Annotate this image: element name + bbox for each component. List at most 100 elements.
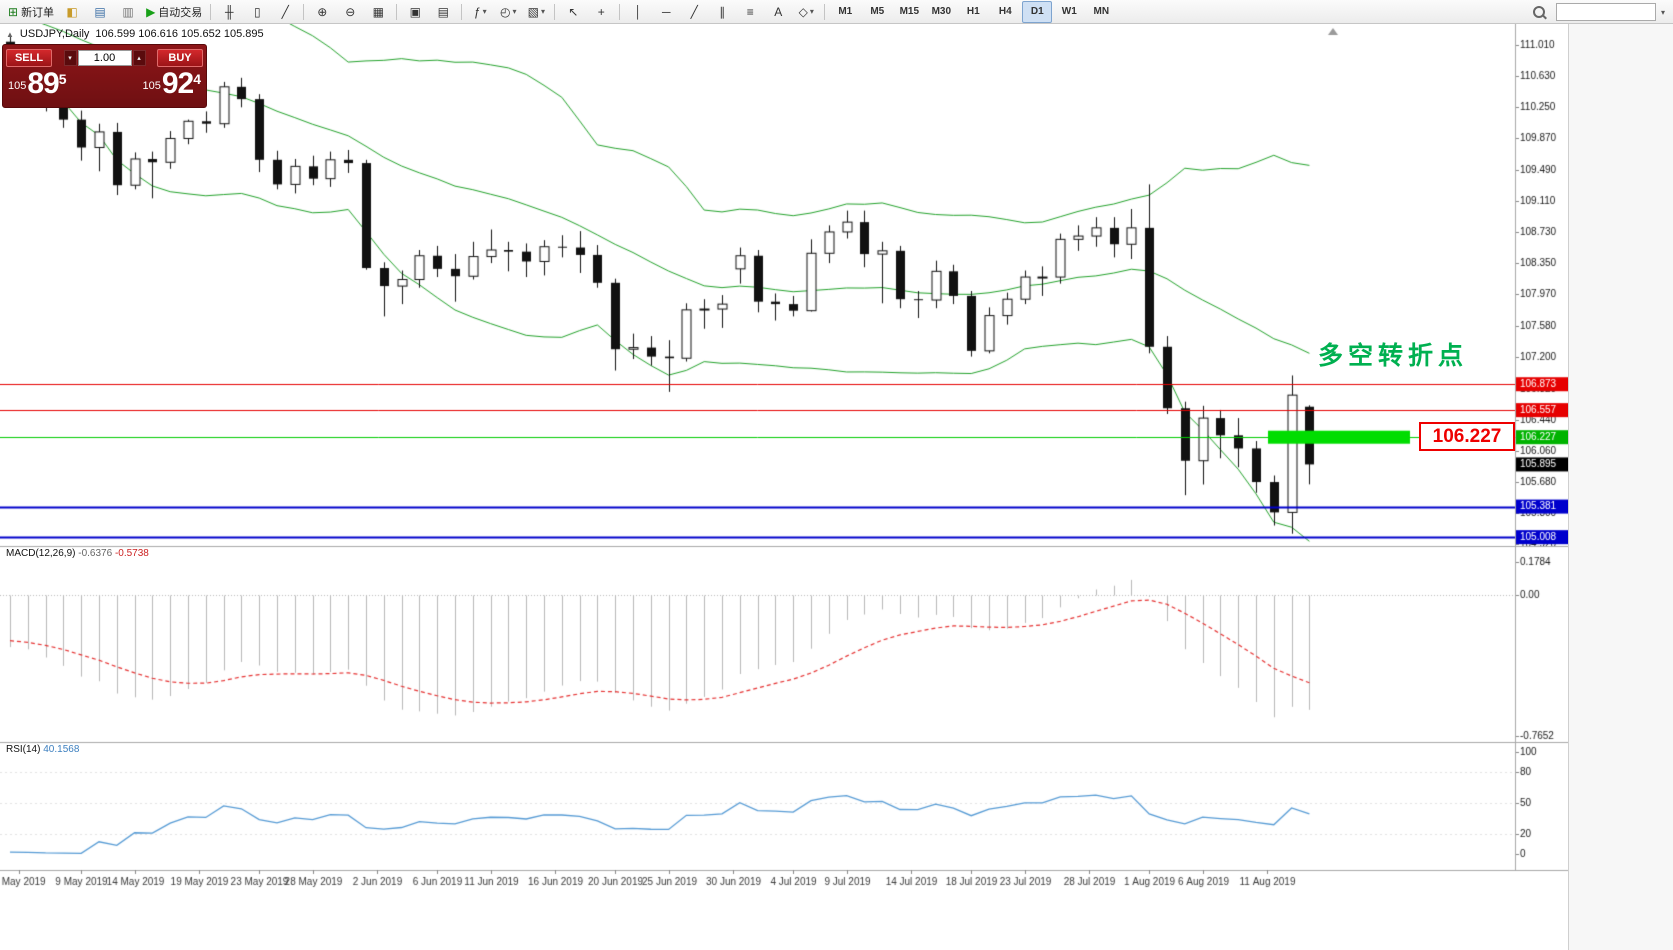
- zoom-out-icon: ⊖: [345, 4, 356, 19]
- volume-increase-button[interactable]: ▴: [132, 50, 146, 66]
- search-input[interactable]: [1555, 3, 1656, 21]
- chevron-down-icon: ▾: [512, 7, 517, 16]
- ohlc-values: 106.599 106.616 105.652 105.895: [95, 28, 264, 40]
- rsi-value: 40.1568: [43, 744, 80, 755]
- timeframe-w1-button[interactable]: W1: [1061, 6, 1077, 17]
- autotrading-button[interactable]: ▶ 自动交易: [143, 1, 205, 23]
- buy-price-display[interactable]: 105 92 4: [142, 68, 201, 100]
- channel-button[interactable]: ∥: [709, 1, 735, 23]
- buy-button[interactable]: BUY: [157, 49, 203, 67]
- chevron-down-icon: ▾: [809, 7, 814, 16]
- indicators-icon: ƒ: [473, 4, 481, 19]
- search-button[interactable]: [1526, 1, 1552, 23]
- toolbar-separator: [396, 3, 398, 20]
- text-button[interactable]: A: [765, 1, 791, 23]
- timeframe-h4-button[interactable]: H4: [998, 6, 1012, 17]
- volume-decrease-button[interactable]: ▾: [63, 50, 77, 66]
- new-order-button[interactable]: ⊞ 新订单: [5, 1, 57, 23]
- price-callout-label[interactable]: 106.227: [1419, 422, 1515, 451]
- toolbar-search: ▾: [1525, 2, 1665, 22]
- buy-price-prefix: 105: [142, 80, 161, 92]
- autotrading-button-label: 自动交易: [158, 6, 203, 19]
- data-window-button[interactable]: ▥: [115, 1, 141, 23]
- timeframe-m1-button[interactable]: M1: [838, 6, 853, 17]
- cursor-button[interactable]: ↖: [560, 1, 586, 23]
- macd-signal-value: -0.5738: [114, 548, 149, 559]
- cursor-icon: ↖: [568, 4, 579, 19]
- line-chart-icon: ╱: [281, 4, 289, 19]
- buy-price-pip: 4: [193, 71, 201, 87]
- candlestick-chart-button[interactable]: ▯: [244, 1, 270, 23]
- sell-price-display[interactable]: 105 89 5: [8, 68, 67, 100]
- search-icon: [1532, 6, 1545, 18]
- autotrading-icon: ▶: [146, 4, 156, 19]
- price-chart-canvas[interactable]: [0, 24, 1568, 950]
- search-dropdown-button[interactable]: ▾: [1660, 7, 1665, 17]
- macd-value: -0.6376: [78, 548, 113, 559]
- tile-windows-icon: ▣: [409, 4, 421, 19]
- zoom-in-button[interactable]: ⊕: [309, 1, 335, 23]
- timeframe-mn-button[interactable]: MN: [1093, 6, 1110, 17]
- candlestick-chart-icon: ▯: [253, 4, 261, 19]
- zoom-out-button[interactable]: ⊖: [337, 1, 363, 23]
- chart-window: ▲ USDJPY,Daily 106.599 106.616 105.652 1…: [0, 24, 1568, 950]
- trade-panel-controls: SELL ▾ ▴ BUY: [6, 48, 203, 68]
- line-chart-button[interactable]: ╱: [272, 1, 298, 23]
- grid-button[interactable]: ▦: [365, 1, 391, 23]
- toolbar-separator: [554, 3, 556, 20]
- bar-chart-button[interactable]: ╫: [216, 1, 242, 23]
- rsi-indicator-label: RSI(14) 40.1568: [6, 744, 79, 755]
- timeframe-m30-button[interactable]: M30: [931, 6, 952, 17]
- crosshair-icon: +: [597, 4, 605, 19]
- one-click-trading-panel: SELL ▾ ▴ BUY 105 89 5 105 92 4: [2, 44, 207, 108]
- rsi-name: RSI(14): [6, 744, 41, 755]
- volume-input[interactable]: [77, 50, 132, 66]
- chart-title: ▲ USDJPY,Daily 106.599 106.616 105.652 1…: [6, 28, 264, 40]
- fibonacci-button[interactable]: ≡: [737, 1, 763, 23]
- right-panel-area: [1568, 24, 1673, 950]
- crosshair-button[interactable]: +: [588, 1, 614, 23]
- one-click-panel-toggle[interactable]: ▲: [6, 29, 14, 39]
- channel-icon: ∥: [719, 4, 726, 19]
- horizontal-line-button[interactable]: ─: [653, 1, 679, 23]
- timeframe-m5-button[interactable]: M5: [870, 6, 885, 17]
- toolbar-separator: [461, 3, 463, 20]
- metaeditor-button[interactable]: ◧: [59, 1, 85, 23]
- symbol-label: USDJPY,Daily: [19, 28, 90, 40]
- periods-icon: ◴: [500, 4, 511, 19]
- arrange-windows-button[interactable]: ▤: [430, 1, 456, 23]
- market-watch-icon: ▤: [94, 4, 106, 19]
- shapes-button[interactable]: ◇ ▾: [793, 1, 819, 23]
- chevron-down-icon: ▾: [482, 7, 487, 16]
- new-order-button-label: 新订单: [21, 6, 55, 19]
- indicators-button[interactable]: ƒ ▾: [467, 1, 493, 23]
- sell-button[interactable]: SELL: [6, 49, 52, 67]
- metaeditor-icon: ◧: [66, 4, 78, 19]
- buy-price-main: 92: [161, 67, 194, 100]
- toolbar-separator: [824, 3, 826, 20]
- arrange-windows-icon: ▤: [437, 4, 449, 19]
- timeframe-h1-button[interactable]: H1: [966, 6, 980, 17]
- toolbar-separator: [210, 3, 212, 20]
- grid-icon: ▦: [372, 4, 384, 19]
- vertical-line-button[interactable]: │: [625, 1, 651, 23]
- chart-annotation[interactable]: 多空转折点: [1318, 342, 1469, 370]
- templates-icon: ▧: [527, 4, 539, 19]
- main-toolbar: ⊞ 新订单 ◧ ▤ ▥ ▶ 自动交易 ╫ ▯ ╱ ⊕ ⊖ ▦ ▣ ▤ ƒ ▾ ◴ ▾ ▧ ▾ ↖ + │ ─ ╱ ∥ ≡ A ◇ ▾ M1 M5…: [0, 0, 1673, 24]
- fibonacci-icon: ≡: [746, 4, 754, 19]
- zoom-in-icon: ⊕: [317, 4, 328, 19]
- chevron-down-icon: ▾: [540, 7, 545, 16]
- timeframe-d1-button[interactable]: D1: [1022, 0, 1053, 23]
- tile-windows-button[interactable]: ▣: [402, 1, 428, 23]
- vertical-line-icon: │: [634, 4, 643, 19]
- toolbar-separator: [619, 3, 621, 20]
- text-icon: A: [774, 4, 783, 19]
- data-window-icon: ▥: [122, 4, 134, 19]
- trade-panel-prices: 105 89 5 105 92 4: [6, 68, 203, 100]
- templates-button[interactable]: ▧ ▾: [523, 1, 549, 23]
- trendline-button[interactable]: ╱: [681, 1, 707, 23]
- horizontal-line-icon: ─: [662, 4, 671, 19]
- periods-button[interactable]: ◴ ▾: [495, 1, 521, 23]
- market-watch-button[interactable]: ▤: [87, 1, 113, 23]
- timeframe-m15-button[interactable]: M15: [899, 6, 920, 17]
